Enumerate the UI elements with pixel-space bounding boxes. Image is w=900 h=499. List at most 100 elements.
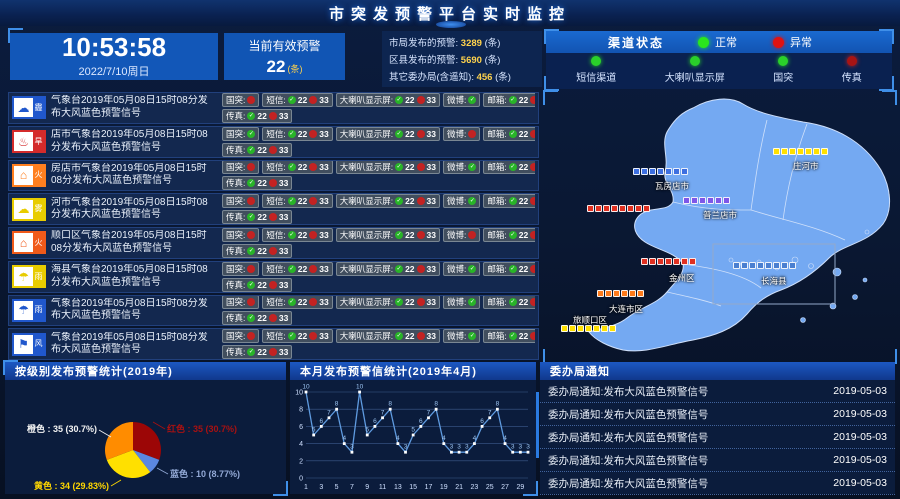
success-dot: ✓: [247, 111, 256, 120]
notice-row[interactable]: 委办局通知:发布大风蓝色预警信号 2019-05-03: [540, 403, 895, 426]
fail-count: 33: [426, 94, 436, 105]
fail-dot: [530, 197, 535, 206]
ok-count: 22: [405, 94, 415, 105]
warning-cluster-west-coast[interactable]: [587, 205, 650, 212]
mini-warning-icon: [605, 290, 612, 297]
warning-cluster-zhuanghe[interactable]: [773, 148, 828, 155]
clock-date: 2022/7/10周日: [78, 66, 150, 78]
effective-count-unit: (条): [287, 63, 303, 74]
x-tick-label: 1: [304, 484, 308, 491]
sms-chip: 短信: ✓ 22 33: [262, 227, 333, 242]
fail-count: 33: [278, 245, 289, 256]
warning-row[interactable]: ☂ 雨海县气象台2019年05月08日15时08分发布大风蓝色预警信号 国突: 短信:…: [8, 260, 539, 293]
publish-stats: 市局发布的预警: 3289 (条) 区县发布的预警: 5690 (条) 其它委办局(…: [382, 31, 542, 87]
mini-warning-icon: [593, 325, 600, 332]
warning-pictogram: ⌂: [19, 168, 28, 183]
warning-row[interactable]: ☁ 霾气象台2019年05月08日15时08分发布大风蓝色预警信号 国突: 短信: ✓ 2…: [8, 92, 539, 124]
notice-row[interactable]: 委办局通知:发布大风蓝色预警信号 2019-05-03: [540, 380, 895, 403]
warning-cluster-changhai[interactable]: [733, 262, 796, 269]
notice-row[interactable]: 委办局通知:发布大风蓝色预警信号 2019-05-03: [540, 426, 895, 449]
line-panel-title: 本月发布预警信统计(2019年4月): [290, 362, 536, 380]
chip-line-2: 传真: ✓ 22 33: [222, 277, 535, 292]
fax-chip: 传真: ✓ 22 33: [222, 311, 293, 326]
mini-warning-icon: [633, 168, 640, 175]
stat-label: 其它委办局(含遥知):: [389, 71, 477, 83]
channel-status-dot: [846, 56, 857, 66]
pie-callout-黄色: 黄色 : 34 (29.83%): [34, 480, 109, 491]
ok-count: 22: [257, 144, 267, 155]
stat-unit: (条): [484, 38, 501, 50]
success-dot: ✓: [395, 163, 404, 172]
horn-chip: 大喇叭显示屏: ✓ 22 33: [335, 160, 440, 175]
success-dot: ✓: [468, 332, 477, 341]
warning-cluster-lvshunkou[interactable]: [561, 325, 616, 332]
fail-dot: [468, 129, 477, 138]
sms-chip: 短信: ✓ 22 33: [262, 295, 333, 310]
x-tick-label: 27: [501, 484, 509, 491]
notices-panel: 委办局通知 委办局通知:发布大风蓝色预警信号 2019-05-03 委办局通知:发布…: [536, 362, 895, 495]
warning-cluster-pulandian[interactable]: [683, 197, 730, 204]
data-point-label: 3: [519, 444, 523, 451]
warning-icon-band: 雨: [33, 300, 44, 320]
mini-warning-icon: [757, 262, 764, 269]
chip-label: 微博:: [447, 297, 467, 308]
legend-dot: [773, 36, 785, 48]
mini-warning-icon: [813, 148, 820, 155]
warning-row[interactable]: ☁ 雾河市气象台2019年05月08日15时08分发布大风蓝色预警信号 国突: 短信:…: [8, 193, 539, 225]
ok-count: 22: [405, 196, 415, 207]
chip-label: 大喇叭显示屏:: [339, 229, 394, 240]
warning-row[interactable]: ⌂ 火房店市气象台2019年05月08日15时08分发布大风蓝色预警信号 国突: 短信…: [8, 159, 539, 192]
stat-row: 市局发布的预警: 3289 (条): [389, 35, 535, 49]
chip-line-2: 传真: ✓ 22 33: [222, 243, 535, 258]
success-dot: ✓: [508, 129, 517, 138]
chip-label: 短信:: [266, 162, 286, 173]
warning-row[interactable]: ⌂ 火顺口区气象台2019年05月08日15时08分发布大风蓝色预警信号 国突: 短信…: [8, 227, 539, 259]
stat-value: 3289: [460, 38, 485, 50]
notice-row[interactable]: 委办局通知:发布大风蓝色预警信号 2019-05-03: [540, 449, 895, 472]
guotu-chip: 国突:: [222, 227, 260, 242]
warning-text: 气象台2019年05月08日15时08分发布大风蓝色预警信号: [51, 297, 208, 322]
warning-cluster-wafangdian[interactable]: [633, 168, 688, 175]
fire-warning-icon: ⌂ 火: [12, 163, 46, 187]
warning-row[interactable]: ♨ 旱店市气象台2019年05月08日15时08分发布大风蓝色预警信号 国突: ✓ 短信…: [8, 125, 539, 158]
data-point-label: 7: [488, 409, 492, 416]
fax-chip: 传真: ✓ 22 33: [222, 345, 293, 360]
notice-text: 委办局通知:发布大风蓝色预警信号: [548, 431, 709, 444]
notices-panel-title: 委办局通知: [540, 362, 895, 380]
fail-count: 33: [319, 229, 329, 240]
region-borders: [666, 119, 846, 307]
channel-item-短信渠道: 短信渠道: [576, 56, 616, 84]
mini-warning-icon: [587, 205, 594, 212]
ok-count: 22: [297, 229, 308, 240]
mini-warning-icon: [733, 262, 740, 269]
channel-label: 大喇叭显示屏: [664, 73, 725, 84]
map-overlay: 庄河市 瓦房店市 普兰店市 金州区 长海县 大连市区 旅顺口区: [545, 92, 895, 362]
mini-warning-icon: [637, 290, 644, 297]
region-label-wafangdian: 瓦房店市: [655, 181, 690, 191]
fail-dot: [530, 298, 535, 307]
warning-row[interactable]: ⚑ 风气象台2019年05月08日15时08分发布大风蓝色预警信号 国突: 短信: ✓ 2…: [8, 328, 539, 360]
corner-bracket-decoration: [273, 481, 288, 496]
fail-dot: [416, 264, 425, 273]
chip-label: 国突:: [226, 331, 246, 342]
ok-count: 22: [405, 162, 415, 173]
data-point: [358, 390, 361, 394]
y-tick-label: 8: [299, 407, 303, 414]
ok-count: 22: [257, 313, 267, 324]
warning-cluster-dalian[interactable]: [597, 290, 644, 297]
warning-pictogram: ⚑: [18, 337, 29, 352]
data-point-label: 5: [365, 427, 369, 434]
fail-dot: [530, 129, 535, 138]
channel-status-dot: [591, 56, 602, 66]
warning-cluster-jinzhou[interactable]: [641, 258, 696, 265]
success-dot: ✓: [508, 230, 517, 239]
sms-chip: 短信: ✓ 22 33: [262, 92, 333, 107]
y-tick-label: 4: [299, 441, 303, 448]
notice-row[interactable]: 委办局通知:发布大风蓝色预警信号 2019-05-03: [540, 472, 895, 495]
warning-row[interactable]: ☂ 雨气象台2019年05月08日15时08分发布大风蓝色预警信号 国突: 短信: ✓ 2…: [8, 294, 539, 327]
pie-slice-红色: [133, 422, 161, 460]
data-point: [427, 416, 430, 420]
